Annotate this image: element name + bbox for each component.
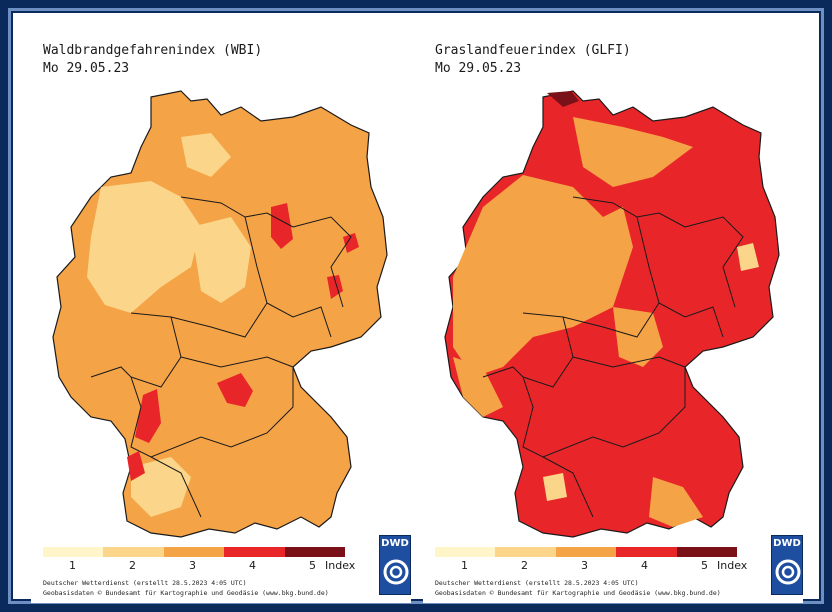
legend-swatch-5 bbox=[676, 547, 738, 557]
high-region-rhine bbox=[135, 389, 161, 443]
mid-region-west bbox=[453, 357, 503, 417]
low-region-northwest bbox=[87, 181, 201, 313]
legend-swatch-4 bbox=[224, 547, 285, 557]
credit-line-2: Geobasisdaten © Bundesamt für Kartograph… bbox=[435, 589, 721, 597]
legend-swatch-3 bbox=[163, 547, 225, 557]
wbi-map-panel: Waldbrandgefahrenindex (WBI) Mo 29.05.23 bbox=[31, 31, 411, 603]
legend-label-4: 4 bbox=[249, 559, 256, 572]
dwd-logo-text: DWD bbox=[381, 538, 409, 549]
legend-label-2: 2 bbox=[521, 559, 528, 572]
mid-region-north bbox=[573, 117, 693, 187]
map-date: Mo 29.05.23 bbox=[43, 61, 130, 76]
high-region-southwest bbox=[127, 451, 145, 481]
legend-label-5: 5 bbox=[309, 559, 316, 572]
top-region-coast bbox=[547, 91, 579, 107]
credit-line-1: Deutscher Wetterdienst (erstellt 28.5.20… bbox=[435, 579, 639, 587]
map-title: Waldbrandgefahrenindex (WBI) bbox=[43, 43, 263, 58]
mid-region-central bbox=[613, 307, 663, 367]
germany-map-wbi bbox=[52, 90, 388, 538]
credit-line-1: Deutscher Wetterdienst (erstellt 28.5.20… bbox=[43, 579, 247, 587]
dwd-logo: DWD bbox=[771, 535, 803, 595]
legend-swatch-5 bbox=[284, 547, 346, 557]
low-region-south bbox=[543, 473, 567, 501]
dwd-swirl-icon bbox=[775, 559, 801, 585]
germany-map-glfi bbox=[444, 90, 780, 538]
legend-label-1: 1 bbox=[461, 559, 468, 572]
legend-unit: Index bbox=[325, 559, 356, 572]
low-region-east bbox=[737, 243, 759, 271]
low-region-central bbox=[191, 217, 251, 303]
legend-label-1: 1 bbox=[69, 559, 76, 572]
legend-color-bar bbox=[435, 547, 738, 557]
high-region-berlin bbox=[343, 233, 359, 253]
mid-region-northwest bbox=[453, 175, 633, 377]
dwd-swirl-icon bbox=[383, 559, 409, 585]
high-region-bavaria bbox=[217, 373, 253, 407]
legend-swatch-4 bbox=[616, 547, 677, 557]
legend-labels: 1 2 3 4 5 Index bbox=[435, 559, 765, 573]
low-region-south bbox=[131, 457, 191, 517]
state-borders bbox=[90, 196, 352, 518]
legend-unit: Index bbox=[717, 559, 748, 572]
high-region-east bbox=[271, 203, 293, 249]
image-frame: Waldbrandgefahrenindex (WBI) Mo 29.05.23 bbox=[8, 8, 824, 604]
legend-label-4: 4 bbox=[641, 559, 648, 572]
map-legend: 1 2 3 4 5 Index bbox=[43, 547, 373, 575]
map-legend: 1 2 3 4 5 Index bbox=[435, 547, 765, 575]
mid-region-southeast bbox=[649, 477, 703, 527]
legend-swatch-3 bbox=[555, 547, 617, 557]
legend-label-3: 3 bbox=[189, 559, 196, 572]
low-region-north bbox=[181, 133, 231, 177]
legend-color-bar bbox=[43, 547, 346, 557]
glfi-map-panel: Graslandfeuerindex (GLFI) Mo 29.05.23 bbox=[423, 31, 803, 603]
legend-swatch-1 bbox=[43, 547, 104, 557]
state-borders bbox=[482, 196, 744, 518]
map-title: Graslandfeuerindex (GLFI) bbox=[435, 43, 631, 58]
legend-swatch-2 bbox=[103, 547, 164, 557]
legend-labels: 1 2 3 4 5 Index bbox=[43, 559, 373, 573]
legend-label-5: 5 bbox=[701, 559, 708, 572]
dwd-logo: DWD bbox=[379, 535, 411, 595]
credit-line-2: Geobasisdaten © Bundesamt für Kartograph… bbox=[43, 589, 329, 597]
map-date: Mo 29.05.23 bbox=[435, 61, 522, 76]
legend-swatch-2 bbox=[495, 547, 556, 557]
legend-label-3: 3 bbox=[581, 559, 588, 572]
legend-swatch-1 bbox=[435, 547, 496, 557]
dwd-logo-text: DWD bbox=[773, 538, 801, 549]
legend-label-2: 2 bbox=[129, 559, 136, 572]
